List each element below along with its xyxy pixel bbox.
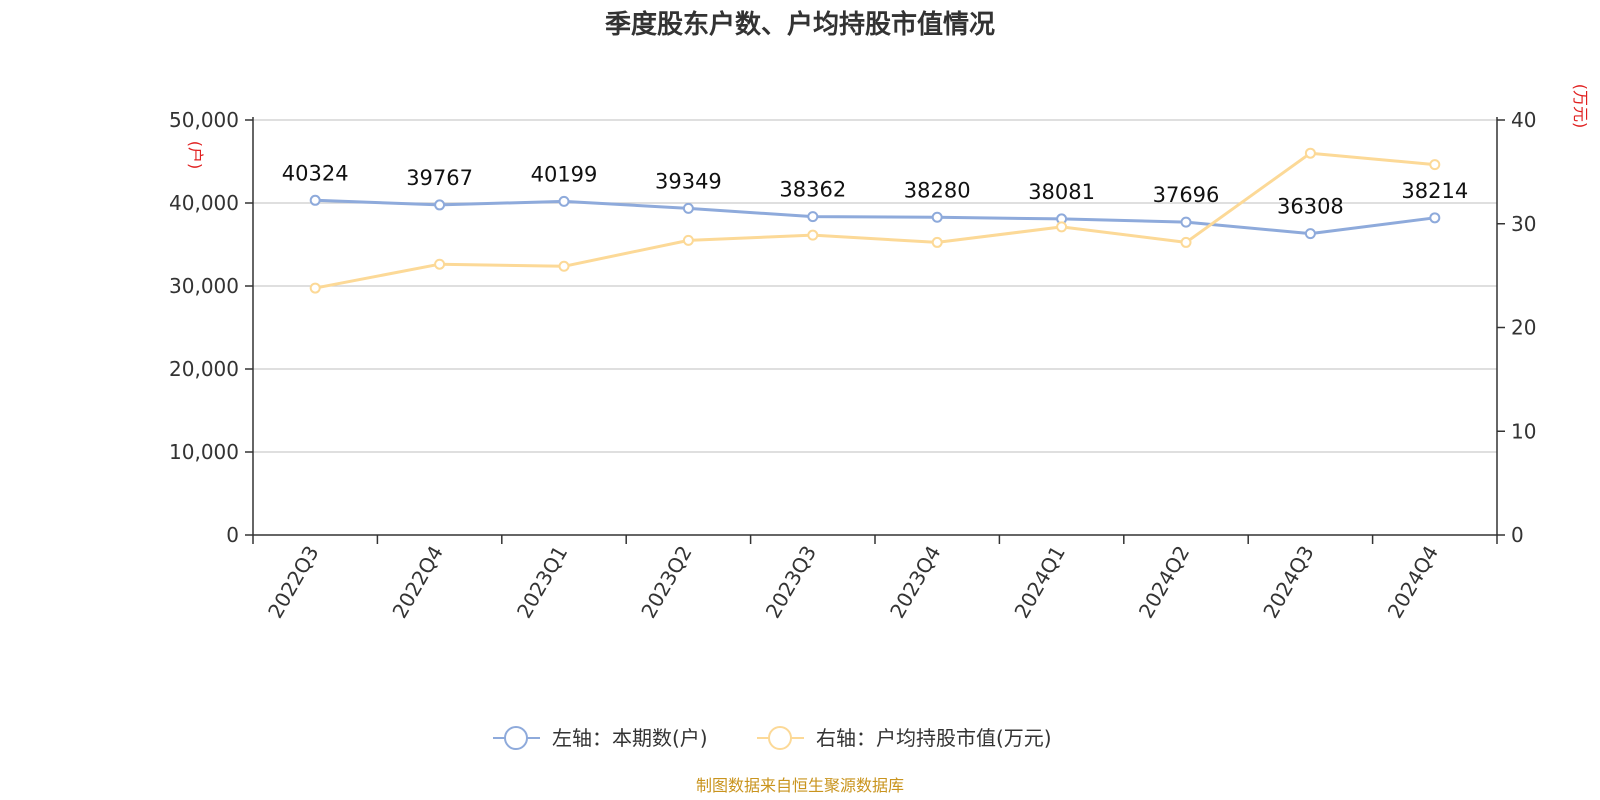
data-point-avg-holding-value [309, 282, 321, 294]
data-point-avg-holding-value [1180, 236, 1192, 248]
chart-title: 季度股东户数、户均持股市值情况 [605, 9, 995, 40]
data-point-shareholders [309, 194, 321, 206]
left-axis-tick-label: 20,000 [169, 357, 239, 381]
series [309, 147, 1441, 294]
x-axis-tick-label: 2023Q4 [885, 542, 945, 623]
left-axis-tick-label: 0 [226, 523, 239, 547]
data-label: 37696 [1153, 183, 1220, 207]
x-axis-tick-label: 2023Q3 [761, 542, 821, 623]
right-axis-tick-label: 0 [1511, 523, 1524, 547]
data-point-avg-holding-value [807, 229, 819, 241]
x-axis-tick-label: 2022Q4 [387, 542, 447, 623]
data-label: 40199 [531, 162, 598, 186]
data-point-avg-holding-value [434, 258, 446, 270]
x-axis-tick-label: 2024Q3 [1258, 542, 1318, 623]
data-point-shareholders [558, 195, 570, 207]
data-point-avg-holding-value [1429, 159, 1441, 171]
data-label: 39767 [406, 166, 473, 190]
x-axis-tick-label: 2024Q4 [1383, 542, 1443, 623]
right-axis-tick-label: 40 [1511, 108, 1536, 132]
data-label: 36308 [1277, 195, 1344, 219]
legend-marker-right-icon [768, 726, 792, 750]
data-point-shareholders [434, 199, 446, 211]
legend-label-left: 左轴：本期数(户) [552, 726, 708, 750]
right-axis-tick-label: 30 [1511, 212, 1536, 236]
left-axis-tick-label: 50,000 [169, 108, 239, 132]
left-axis-tick-label: 30,000 [169, 274, 239, 298]
data-point-avg-holding-value [931, 236, 943, 248]
legend: 左轴：本期数(户) 右轴：户均持股市值(万元) [493, 726, 1052, 750]
legend-item-left-series[interactable]: 左轴：本期数(户) [493, 726, 708, 750]
right-axis-tick-label: 20 [1511, 316, 1536, 340]
data-label: 38214 [1401, 179, 1468, 203]
data-source: 制图数据来自恒生聚源数据库 [696, 776, 904, 795]
left-axis-tick-label: 40,000 [169, 191, 239, 215]
data-point-avg-holding-value [1304, 147, 1316, 159]
data-label: 40324 [282, 161, 349, 185]
data-point-shareholders [682, 202, 694, 214]
data-point-avg-holding-value [1056, 221, 1068, 233]
data-label: 39349 [655, 169, 722, 193]
right-axis-unit: (万元) [1571, 84, 1590, 129]
data-point-shareholders [807, 211, 819, 223]
data-point-shareholders [1180, 216, 1192, 228]
axes: 0 10,000 20,000 30,000 40,000 50,000 0 10 20 30 40… [169, 108, 1536, 622]
data-label: 38280 [904, 178, 971, 202]
x-axis-tick-label: 2023Q2 [636, 542, 696, 623]
series-line-avg-holding-value [314, 151, 1435, 290]
x-axis-tick-label: 2022Q3 [263, 542, 323, 623]
data-point-avg-holding-value [558, 260, 570, 272]
legend-marker-left-icon [504, 726, 528, 750]
legend-item-right-series[interactable]: 右轴：户均持股市值(万元) [757, 726, 1052, 750]
data-point-shareholders [1304, 228, 1316, 240]
legend-label-right: 右轴：户均持股市值(万元) [816, 726, 1052, 750]
series-line-shareholders [315, 198, 1435, 236]
left-axis-unit: (户) [186, 141, 205, 170]
x-axis-tick-label: 2024Q2 [1134, 542, 1194, 623]
data-point-shareholders [1429, 212, 1441, 224]
data-label: 38081 [1028, 180, 1095, 204]
data-point-avg-holding-value [682, 234, 694, 246]
x-axis-tick-label: 2024Q1 [1009, 542, 1069, 623]
data-point-shareholders [931, 211, 943, 223]
left-axis-tick-label: 10,000 [169, 440, 239, 464]
data-label: 38362 [779, 178, 846, 202]
x-axis-tick-label: 2023Q1 [512, 542, 572, 623]
data-labels: 40324 39767 40199 39349 38362 38280 38081 37696… [282, 161, 1468, 218]
right-axis-tick-label: 10 [1511, 419, 1536, 443]
